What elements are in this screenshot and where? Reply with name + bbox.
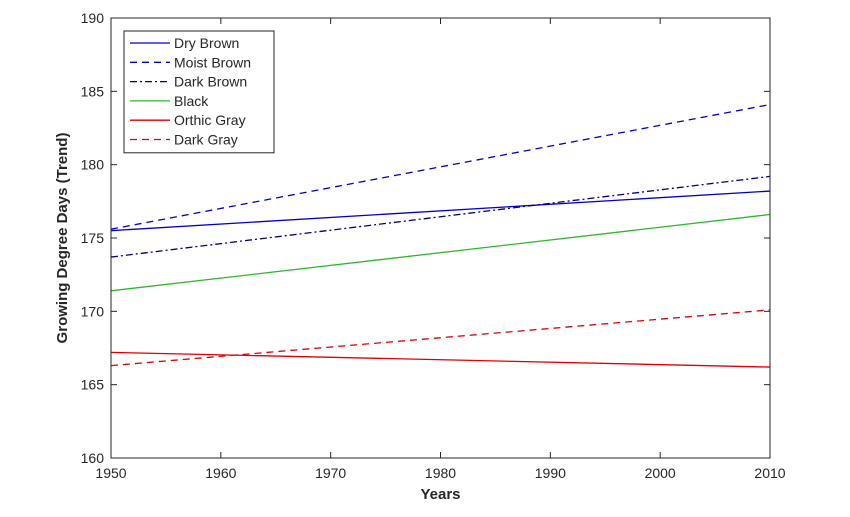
legend-label-orthic-gray: Orthic Gray: [174, 112, 246, 128]
y-tick-label: 175: [81, 230, 105, 246]
y-tick-label: 170: [81, 303, 105, 319]
x-tick-label: 1960: [205, 465, 236, 481]
series-line-moist-brown: [110, 103, 771, 230]
legend-box: [123, 30, 275, 154]
y-axis: 160 165 170 175 180 185 190: [81, 10, 770, 466]
y-axis-label: Growing Degree Days (Trend): [54, 133, 71, 344]
legend-label-moist-brown: Moist Brown: [174, 54, 251, 70]
y-tick-label: 190: [81, 10, 105, 26]
x-tick-label: 2000: [645, 465, 676, 481]
series-line-orthic-gray: [110, 351, 771, 368]
y-tick-label: 160: [81, 450, 105, 466]
series-line-dark-brown: [110, 175, 771, 258]
x-axis: 1950 1960 1970 1980 1990 2000 2010: [95, 18, 786, 481]
x-axis-label: Years: [420, 486, 460, 503]
legend-label-dark-brown: Dark Brown: [174, 74, 247, 90]
x-tick-label: 1980: [425, 465, 456, 481]
legend-label-black: Black: [174, 93, 209, 109]
y-tick-label: 180: [81, 157, 105, 173]
series-line-dry-brown: [110, 190, 771, 232]
x-tick-label: 1990: [535, 465, 566, 481]
y-tick-label: 185: [81, 83, 105, 99]
legend: Dry Brown Moist Brown Dark Brown Black Orthi…: [123, 30, 275, 154]
legend-label-dry-brown: Dry Brown: [174, 35, 239, 51]
x-tick-label: 1950: [95, 465, 126, 481]
x-tick-label: 2010: [754, 465, 785, 481]
x-tick-label: 1970: [315, 465, 346, 481]
y-tick-label: 165: [81, 377, 105, 393]
series-line-black: [110, 213, 771, 292]
legend-label-dark-gray: Dark Gray: [174, 132, 238, 148]
plot-lines: [110, 103, 771, 368]
series-line-dark-gray: [110, 309, 771, 367]
